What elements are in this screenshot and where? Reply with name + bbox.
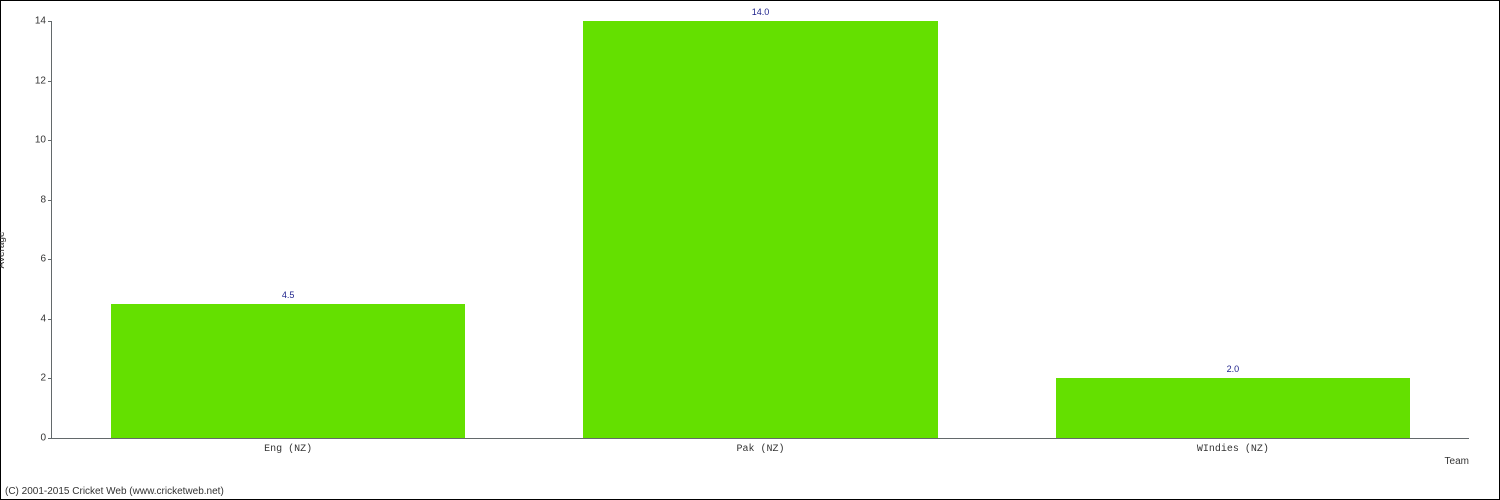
y-axis-title: Average <box>0 231 7 268</box>
x-tick-label: Pak (NZ) <box>736 444 784 455</box>
y-tick-label: 2 <box>18 373 46 384</box>
chart-frame: Average 024681012144.5Eng (NZ)14.0Pak (N… <box>0 0 1500 500</box>
y-tick-mark <box>48 21 52 22</box>
y-tick-label: 12 <box>18 75 46 86</box>
y-tick-mark <box>48 140 52 141</box>
y-tick-mark <box>48 81 52 82</box>
y-tick-mark <box>48 200 52 201</box>
y-tick-label: 4 <box>18 313 46 324</box>
y-tick-mark <box>48 438 52 439</box>
y-tick-label: 0 <box>18 433 46 444</box>
bar: 2.0 <box>1056 378 1410 438</box>
x-tick-label: WIndies (NZ) <box>1197 444 1269 455</box>
copyright-text: (C) 2001-2015 Cricket Web (www.cricketwe… <box>5 486 224 497</box>
y-tick-mark <box>48 378 52 379</box>
y-tick-mark <box>48 259 52 260</box>
x-tick-label: Eng (NZ) <box>264 444 312 455</box>
bar-value-label: 4.5 <box>282 290 295 300</box>
y-tick-label: 6 <box>18 254 46 265</box>
bar: 14.0 <box>583 21 937 438</box>
y-tick-mark <box>48 319 52 320</box>
y-tick-label: 10 <box>18 135 46 146</box>
x-axis-title: Team <box>1445 456 1469 467</box>
bar-value-label: 2.0 <box>1227 364 1240 374</box>
y-tick-label: 14 <box>18 16 46 27</box>
y-tick-label: 8 <box>18 194 46 205</box>
bar: 4.5 <box>111 304 465 438</box>
bar-value-label: 14.0 <box>752 7 770 17</box>
plot-area: 024681012144.5Eng (NZ)14.0Pak (NZ)2.0WIn… <box>51 21 1469 439</box>
